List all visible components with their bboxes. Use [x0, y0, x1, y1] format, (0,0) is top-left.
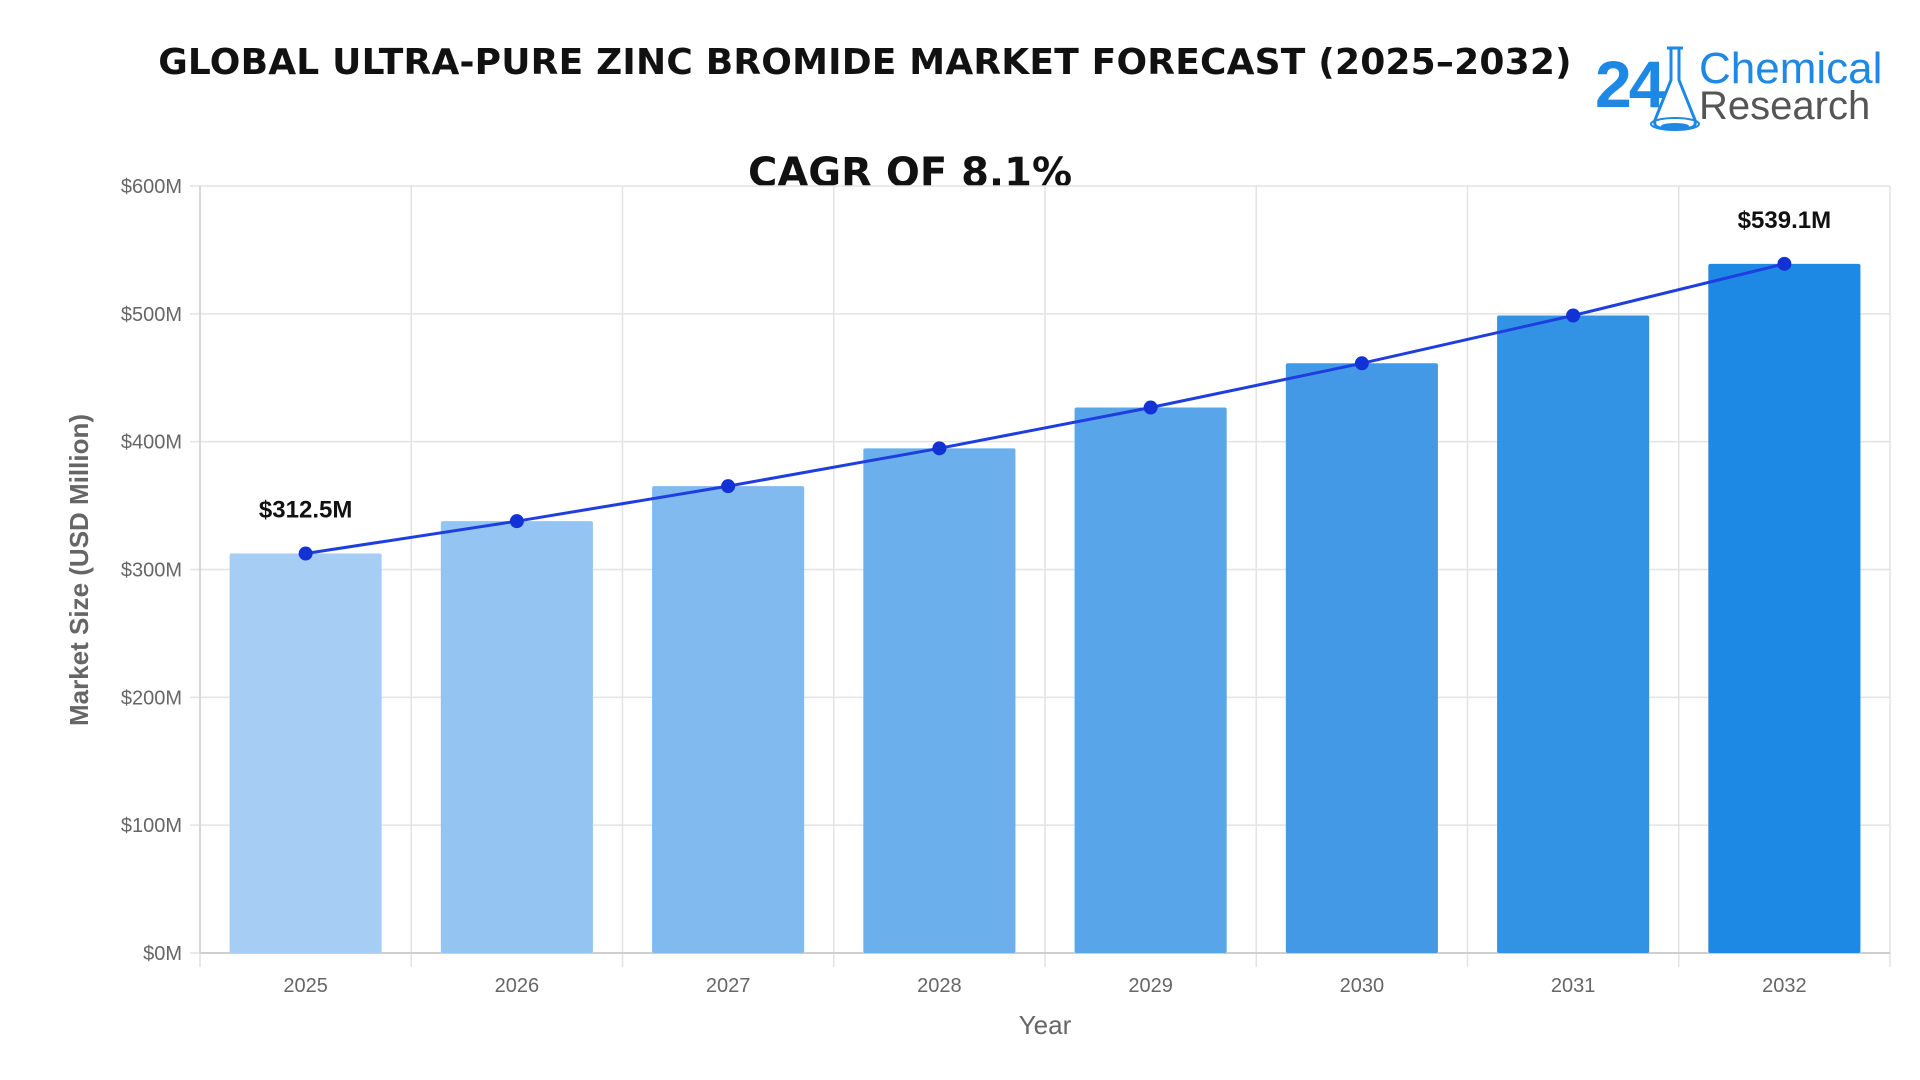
x-tick-label: 2028 — [917, 975, 962, 997]
x-tick-label: 2030 — [1340, 975, 1385, 997]
x-tick-label: 2026 — [495, 975, 540, 997]
trend-point-2026 — [509, 514, 524, 529]
flask-icon — [1650, 46, 1700, 131]
y-tick-label: $500M — [121, 304, 182, 326]
company-logo: 24 Chemical Research — [1595, 40, 1885, 140]
x-tick-label: 2031 — [1551, 975, 1596, 997]
y-tick-label: $0M — [143, 943, 182, 965]
y-tick-label: $200M — [121, 687, 182, 709]
trend-point-2025 — [298, 546, 313, 561]
data-label: $539.1M — [1738, 207, 1831, 234]
logo-number: 24 — [1595, 47, 1665, 121]
x-axis-title: Year — [1019, 1010, 1072, 1040]
trend-point-2029 — [1143, 400, 1158, 415]
trend-point-2030 — [1354, 356, 1369, 371]
bar-2032 — [1708, 263, 1861, 954]
data-label: $312.5M — [259, 497, 352, 524]
trend-point-2031 — [1566, 308, 1581, 323]
trend-line-group — [298, 256, 1792, 561]
y-tick-label: $300M — [121, 560, 182, 582]
bar-2025 — [229, 553, 382, 953]
trend-line — [305, 262, 1785, 556]
y-axis-title: Market Size (USD Million) — [64, 414, 94, 726]
bar-2026 — [440, 521, 593, 953]
trend-point-2032 — [1777, 256, 1792, 271]
labels: $0M $100M $200M $300M $400M $500M $600M 2025 202… — [121, 176, 1831, 997]
y-tick-label: $100M — [121, 815, 182, 837]
logo-line-2: Research — [1699, 84, 1871, 128]
bar-2030 — [1285, 363, 1438, 954]
logo-line-1: Chemical — [1699, 44, 1883, 93]
chart-title: GLOBAL ULTRA-PURE ZINC BROMIDE MARKET FO… — [158, 42, 1572, 83]
x-tick-label: 2027 — [706, 975, 751, 997]
x-tick-label: 2032 — [1762, 975, 1807, 997]
x-tick-label: 2029 — [1128, 975, 1173, 997]
bar-2031 — [1497, 315, 1650, 953]
chart-subtitle: CAGR OF 8.1% — [747, 150, 1073, 196]
y-tick-label: $400M — [121, 432, 182, 454]
bar-2029 — [1074, 407, 1227, 953]
trend-point-2027 — [721, 479, 736, 494]
y-tick-label: $600M — [121, 176, 182, 198]
bar-2027 — [652, 486, 805, 953]
trend-point-2028 — [932, 441, 947, 456]
x-tick-label: 2025 — [283, 975, 328, 997]
bars — [229, 263, 1861, 954]
bar-2028 — [863, 448, 1016, 953]
